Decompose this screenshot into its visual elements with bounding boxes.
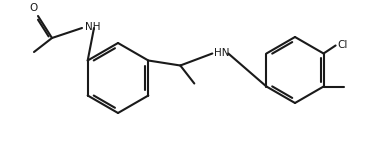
Text: Cl: Cl bbox=[338, 39, 348, 50]
Text: HN: HN bbox=[214, 48, 230, 57]
Text: NH: NH bbox=[85, 22, 101, 32]
Text: O: O bbox=[30, 3, 38, 13]
